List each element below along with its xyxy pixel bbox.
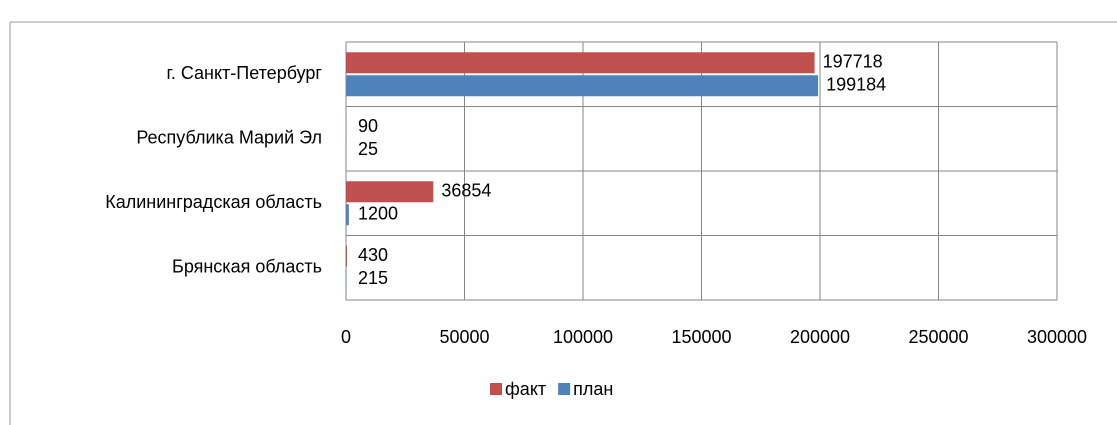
y-tick-label: г. Санкт-Петербург: [166, 63, 322, 83]
bar: [346, 268, 347, 290]
value-label: 430: [358, 245, 388, 265]
value-label: 215: [358, 268, 388, 288]
x-tick-label: 150000: [671, 327, 731, 347]
bar: [346, 245, 348, 267]
legend-swatch: [490, 383, 502, 395]
value-label: 90: [358, 116, 378, 136]
value-label: 36854: [441, 181, 491, 201]
bar: [346, 181, 434, 203]
legend: факт план: [490, 379, 613, 399]
y-tick-label: Брянская область: [172, 257, 322, 277]
bar: [346, 52, 815, 74]
bar: [346, 75, 819, 97]
legend-label: план: [573, 379, 613, 399]
value-label: 197718: [823, 52, 883, 72]
x-tick-label: 100000: [553, 327, 613, 347]
x-tick-label: 0: [341, 327, 351, 347]
legend-label: факт: [505, 379, 546, 399]
value-label: 25: [358, 139, 378, 159]
x-tick-label: 50000: [439, 327, 489, 347]
legend-swatch: [558, 383, 571, 395]
bar: [346, 204, 349, 226]
x-tick-label: 300000: [1027, 327, 1087, 347]
x-tick-label: 200000: [790, 327, 850, 347]
value-label: 199184: [826, 75, 886, 95]
value-label: 1200: [358, 204, 398, 224]
y-tick-label: Республика Марий Эл: [136, 128, 322, 148]
x-tick-label: 250000: [908, 327, 968, 347]
y-tick-label: Калининградская область: [105, 192, 322, 212]
